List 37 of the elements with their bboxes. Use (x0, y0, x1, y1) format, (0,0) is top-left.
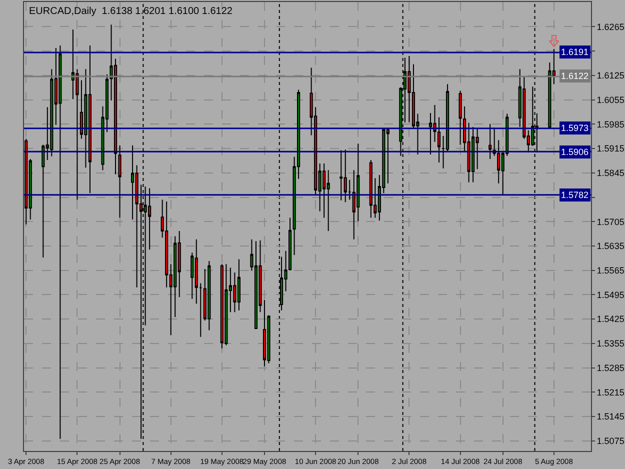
chart-title: EURCAD,Daily 1.6138 1.6201 1.6100 1.6122 (29, 6, 233, 17)
candlestick (369, 160, 372, 218)
y-tick-label: 1.5285 (596, 362, 624, 373)
y-tick-label: 1.6125 (596, 70, 624, 81)
y-tick-label: 1.5985 (596, 119, 624, 130)
candlestick (118, 144, 122, 218)
y-tick-label: 1.5565 (596, 266, 624, 276)
y-tick-label: 1.5705 (596, 216, 624, 227)
ref-line-label: 1.5782 (561, 190, 589, 200)
candlestick (340, 150, 343, 201)
candlestick (472, 126, 475, 183)
y-tick-label: 1.5915 (596, 144, 624, 154)
candlestick (88, 45, 92, 194)
y-tick-label: 1.5145 (596, 412, 624, 422)
candlestick (220, 264, 224, 349)
candlestick (488, 123, 492, 160)
candlestick (262, 299, 266, 367)
y-tick-label: 1.6055 (596, 94, 624, 105)
ref-line-label: 1.5973 (561, 123, 589, 133)
y-tick-label: 1.5215 (596, 387, 624, 398)
candlestick (344, 149, 347, 203)
y-tick-label: 1.5495 (596, 290, 624, 300)
ref-line-label: 1.5906 (561, 147, 589, 157)
y-tick-label: 1.5355 (596, 338, 624, 349)
y-tick-label: 1.5845 (596, 168, 624, 178)
candlestick (237, 258, 240, 311)
candlestick (24, 138, 28, 225)
ref-line-label: 1.6191 (561, 47, 589, 57)
candlestick (208, 260, 211, 331)
candlestick (58, 45, 62, 440)
candlestick (224, 264, 228, 346)
y-tick-label: 1.6265 (596, 22, 624, 32)
y-tick-label: 1.5635 (596, 241, 624, 252)
candlestick (254, 240, 258, 329)
y-tick-label: 1.5075 (596, 436, 624, 446)
ref-line-label: 1.6122 (561, 71, 589, 81)
y-tick-label: 1.5425 (596, 314, 624, 324)
